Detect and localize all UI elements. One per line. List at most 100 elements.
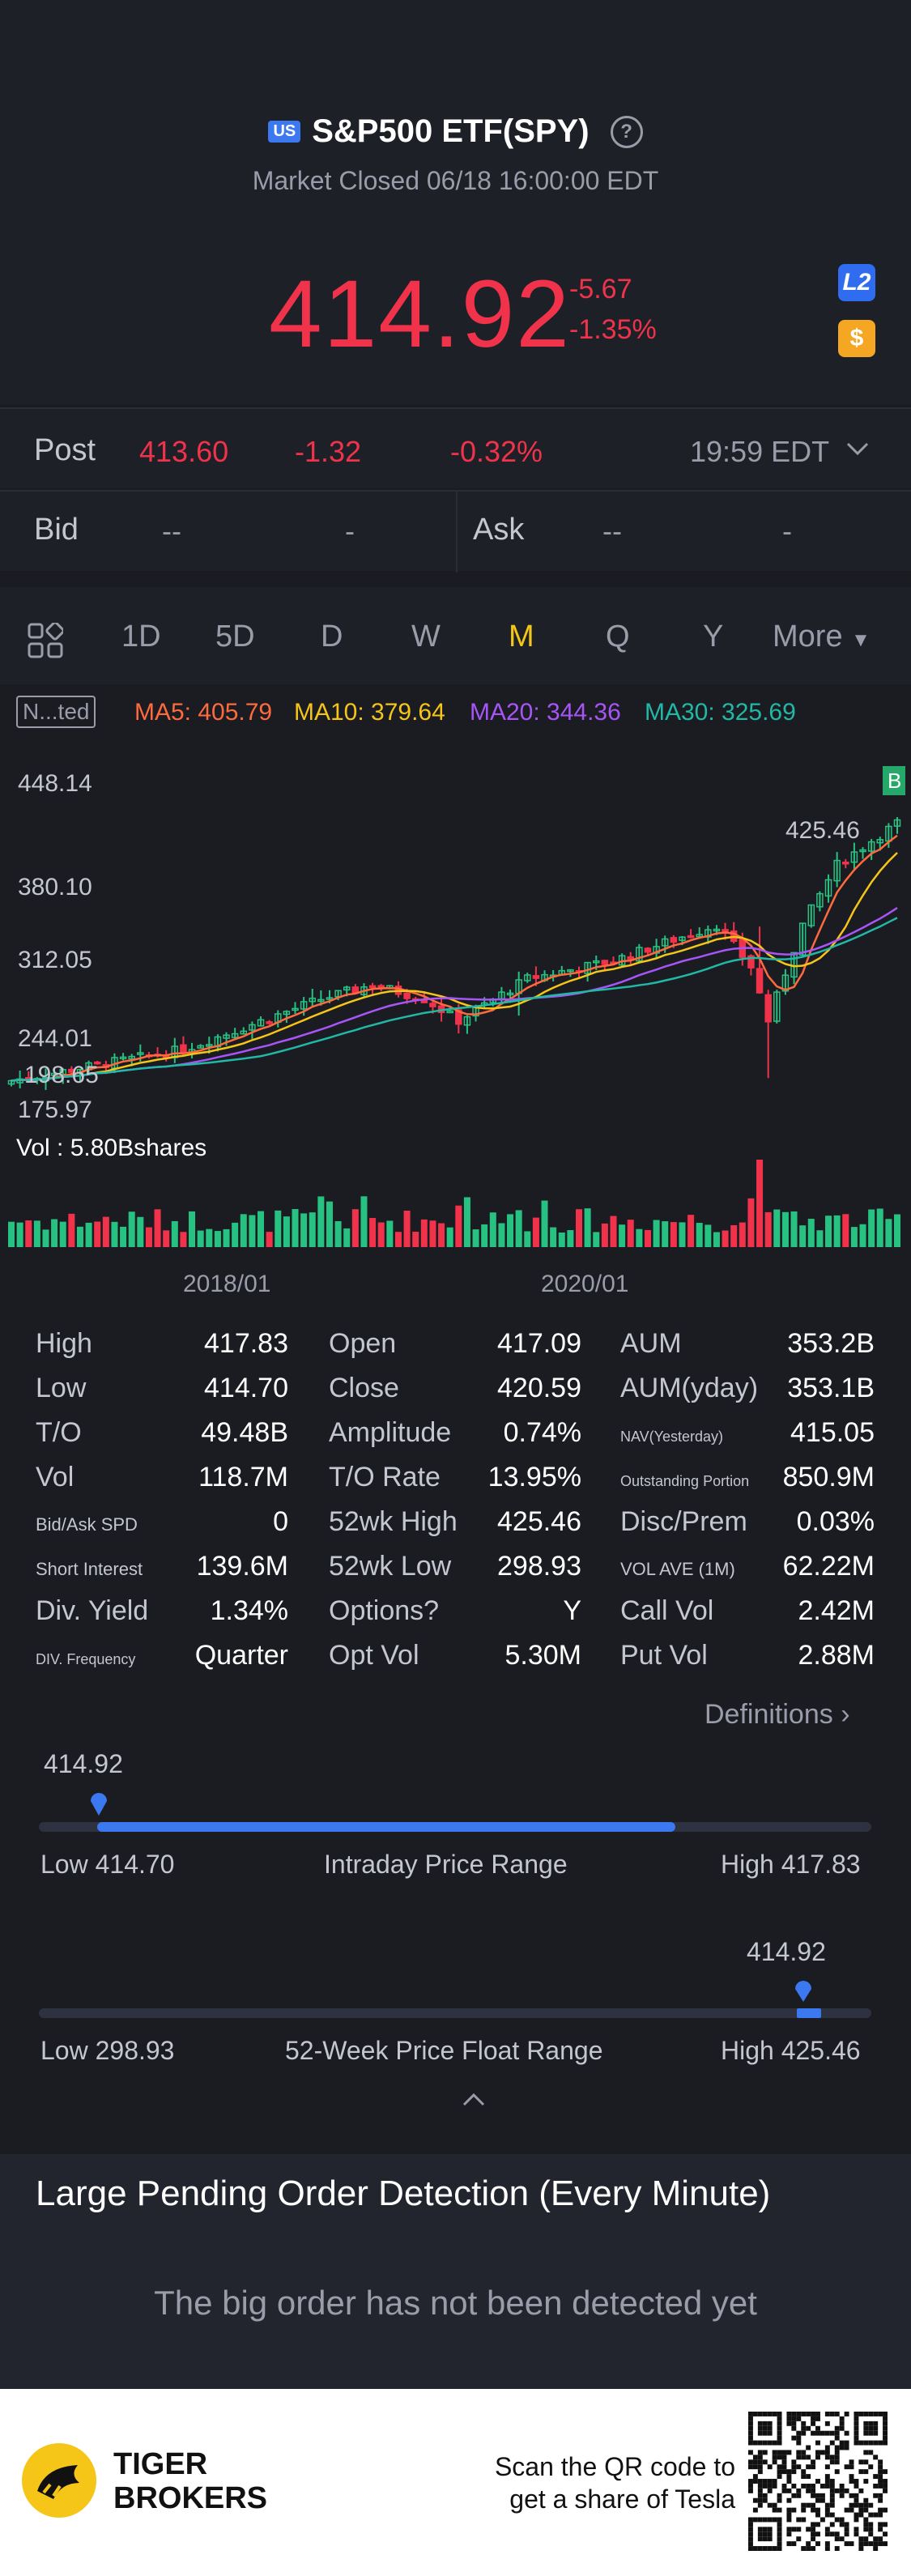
definitions-link[interactable]: Definitions › xyxy=(705,1699,850,1731)
volume-bar xyxy=(876,1208,883,1247)
stat-value: 425.46 xyxy=(497,1506,581,1537)
stat-label: 52wk Low xyxy=(329,1551,452,1582)
tab-d[interactable]: D xyxy=(321,620,343,654)
volume-bar xyxy=(180,1232,187,1247)
stat-label: Disc/Prem xyxy=(620,1506,747,1537)
bid-label: Bid xyxy=(34,513,79,547)
volume-bar xyxy=(524,1231,531,1247)
level2-badge-icon[interactable]: L2 xyxy=(838,264,875,301)
help-icon[interactable]: ? xyxy=(610,115,643,148)
pending-message: The big order has not been detected yet xyxy=(154,2284,757,2322)
stat-label: T/O xyxy=(36,1417,82,1448)
volume-bar xyxy=(790,1211,798,1247)
candle-body xyxy=(713,928,721,932)
price-change-pct: -1.35% xyxy=(569,314,657,345)
qr-code-icon[interactable] xyxy=(748,2412,888,2551)
tab-q[interactable]: Q xyxy=(606,620,630,654)
ma30-line xyxy=(11,917,898,1082)
volume-bar xyxy=(653,1220,660,1247)
tab-y[interactable]: Y xyxy=(703,620,724,654)
volume-bar xyxy=(85,1222,92,1247)
candle-body xyxy=(867,841,875,852)
candle-body xyxy=(59,1069,66,1075)
volume-bar xyxy=(567,1230,574,1247)
ma-legend: N...ted MA5: 405.79 MA10: 379.64 MA20: 3… xyxy=(0,692,911,733)
volume-bar xyxy=(644,1229,651,1247)
tab-w[interactable]: W xyxy=(411,620,441,654)
candle-body xyxy=(68,1068,75,1073)
ma20-value: MA20: 344.36 xyxy=(470,699,621,726)
ma20-line xyxy=(11,906,898,1082)
volume-bar xyxy=(747,1198,755,1247)
candle-body xyxy=(317,998,325,1003)
price-chart[interactable]: 448.14 380.10 312.05 244.01 175.97 425.4… xyxy=(0,745,911,1312)
dollar-badge-icon[interactable]: $ xyxy=(838,320,875,357)
candle-body xyxy=(455,1009,462,1025)
divider xyxy=(456,492,458,573)
candle-body xyxy=(687,935,695,939)
candle-body xyxy=(137,1052,144,1055)
volume-bar xyxy=(472,1229,479,1247)
intraday-low: Low 414.70 xyxy=(40,1850,175,1879)
candle-body xyxy=(807,904,815,926)
volume-bar xyxy=(584,1208,591,1247)
caret-down-icon: ▼ xyxy=(851,629,871,651)
volume-bar xyxy=(799,1225,807,1247)
candle-body xyxy=(747,955,755,969)
post-market-row[interactable]: Post 413.60 -1.32 -0.32% 19:59 EDT xyxy=(0,407,911,488)
volume-bar xyxy=(334,1220,342,1247)
bid-ask-row: Bid -- - Ask -- - xyxy=(0,490,911,573)
stats-grid: High 417.83 Low 414.70 T/O 49.48B Vol 118.7M Bid… xyxy=(0,1328,911,1692)
candle-body xyxy=(223,1034,230,1039)
tab-m[interactable]: M xyxy=(509,620,534,654)
volume-bar xyxy=(850,1227,858,1247)
volume-bar xyxy=(283,1216,290,1247)
volume-bar xyxy=(111,1221,118,1247)
volume-bar xyxy=(894,1214,900,1247)
volume-bar xyxy=(481,1224,488,1247)
volume-bar xyxy=(232,1222,239,1247)
volume-bar xyxy=(619,1224,626,1247)
stat-value: 2.88M xyxy=(798,1640,875,1671)
volume-bar xyxy=(825,1216,832,1247)
intraday-high: High 417.83 xyxy=(721,1850,861,1879)
volume-bar xyxy=(455,1205,462,1247)
volume-bar xyxy=(713,1232,720,1247)
volume-bar xyxy=(593,1232,600,1247)
brand-line2: BROKERS xyxy=(113,2481,268,2515)
y-tick-380: 380.10 xyxy=(18,874,92,901)
candle-body xyxy=(584,961,591,974)
indicator-tag[interactable]: N...ted xyxy=(16,696,96,728)
volume-bar xyxy=(171,1220,178,1247)
candle-body xyxy=(283,1011,291,1015)
tab-5d[interactable]: 5D xyxy=(215,620,255,654)
buy-marker-icon[interactable] xyxy=(883,766,905,795)
ma30-value: MA30: 325.69 xyxy=(645,699,796,726)
volume-bar xyxy=(781,1211,789,1247)
candle-body xyxy=(627,956,634,960)
volume-bar xyxy=(59,1221,66,1247)
week52-fill xyxy=(797,2008,821,2018)
tab-1d[interactable]: 1D xyxy=(121,620,161,654)
tab-more[interactable]: More ▼ xyxy=(773,620,871,654)
volume-bar xyxy=(842,1214,849,1247)
chevron-up-icon[interactable] xyxy=(462,2091,486,2107)
stat-label: Short Interest xyxy=(36,1559,143,1579)
stat-value: 417.09 xyxy=(497,1328,581,1359)
volume-bar xyxy=(739,1222,746,1247)
candle-body xyxy=(368,985,377,989)
stat-value: 1.34% xyxy=(210,1595,288,1626)
volume-bar xyxy=(369,1218,377,1247)
candle-body xyxy=(197,1045,204,1049)
stat-value: Y xyxy=(563,1595,581,1626)
volume-bar xyxy=(197,1230,204,1247)
quote-header: US S&P500 ETF(SPY) ? Market Closed 06/18… xyxy=(0,0,911,405)
volume-bar xyxy=(394,1232,402,1247)
volume-bar xyxy=(730,1224,738,1247)
volume-bar xyxy=(601,1223,608,1247)
stat-value: 5.30M xyxy=(504,1640,582,1671)
grid-icon[interactable] xyxy=(28,623,63,658)
chevron-down-icon[interactable] xyxy=(845,441,870,458)
ask-price: -- xyxy=(602,514,622,547)
week52-high: High 425.46 xyxy=(721,2036,861,2065)
